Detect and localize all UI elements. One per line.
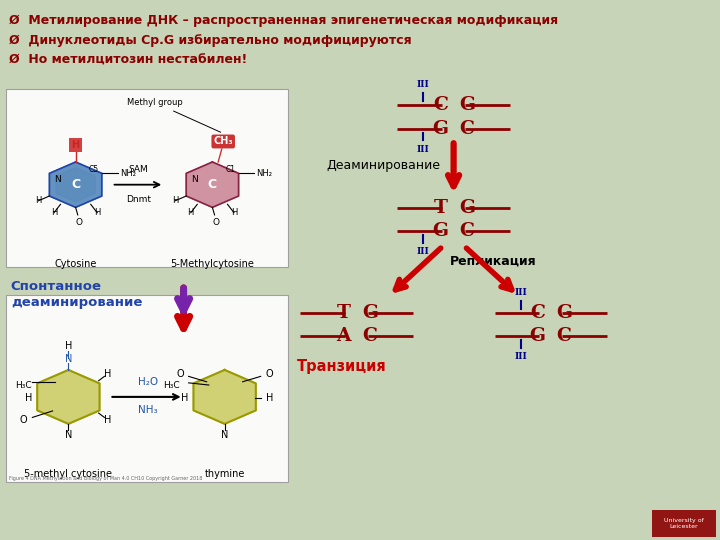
Text: H: H (172, 197, 178, 205)
Text: NH₂: NH₂ (120, 169, 136, 178)
Polygon shape (37, 370, 99, 424)
Text: T: T (337, 304, 351, 322)
Text: SAM: SAM (128, 165, 148, 174)
Text: NH₂: NH₂ (256, 169, 273, 178)
Text: C: C (459, 222, 474, 240)
Text: C: C (208, 178, 217, 191)
Text: Dnmt: Dnmt (126, 195, 150, 205)
Text: Ø  Но метилцитозин нестабилен!: Ø Но метилцитозин нестабилен! (9, 54, 247, 67)
Text: University of
Leicester: University of Leicester (664, 518, 704, 529)
Text: CH₃: CH₃ (213, 137, 233, 146)
Text: G: G (557, 304, 572, 322)
Text: O: O (212, 218, 220, 227)
Text: H: H (188, 208, 194, 217)
Text: H: H (266, 393, 273, 403)
Text: N: N (221, 430, 228, 440)
Text: G: G (529, 327, 545, 345)
Polygon shape (50, 162, 102, 207)
Text: III: III (417, 247, 430, 256)
Text: NH₃: NH₃ (138, 406, 158, 415)
Polygon shape (194, 370, 256, 424)
Text: H: H (65, 341, 72, 350)
Text: O: O (266, 369, 273, 379)
Text: Ø  Метилирование ДНК – распространенная эпигенетическая модификация: Ø Метилирование ДНК – распространенная э… (9, 14, 558, 27)
Text: III: III (417, 145, 430, 154)
Text: H: H (181, 393, 189, 403)
Text: C5: C5 (89, 165, 99, 174)
Text: O: O (176, 369, 184, 379)
Text: H: H (51, 208, 57, 217)
Text: III: III (514, 352, 527, 361)
FancyBboxPatch shape (652, 510, 716, 537)
Text: C1: C1 (225, 165, 235, 174)
Text: H: H (35, 197, 41, 205)
Text: H₃C: H₃C (15, 381, 32, 389)
Text: Ø  Динуклеотиды Cp.G избирательно модифицируются: Ø Динуклеотиды Cp.G избирательно модифиц… (9, 34, 411, 47)
FancyBboxPatch shape (6, 295, 288, 482)
Text: Деаминирование: Деаминирование (327, 159, 441, 172)
Text: G: G (459, 96, 475, 114)
Text: G: G (362, 304, 378, 322)
Text: G: G (459, 199, 475, 217)
Text: C: C (459, 119, 474, 138)
Text: O: O (76, 218, 83, 227)
Text: thymine: thymine (204, 469, 245, 479)
Text: H: H (71, 140, 80, 150)
Text: Транзиция: Транзиция (297, 359, 387, 374)
Text: H₂O: H₂O (138, 377, 158, 387)
Text: Figure 4 DNA Methylation and Biology of Man 4.0 CH10 Copyright Garner 2018: Figure 4 DNA Methylation and Biology of … (9, 476, 202, 481)
Text: H: H (104, 415, 112, 424)
Text: C: C (362, 327, 377, 345)
Text: H: H (231, 208, 237, 217)
Polygon shape (56, 167, 95, 201)
Text: G: G (432, 222, 448, 240)
Text: O: O (20, 415, 27, 424)
Text: N: N (191, 175, 198, 184)
FancyBboxPatch shape (6, 89, 288, 267)
Text: N: N (54, 175, 61, 184)
Text: H: H (94, 208, 100, 217)
Text: Репликация: Репликация (450, 255, 536, 268)
Text: III: III (417, 80, 430, 89)
Text: H: H (104, 369, 112, 379)
Polygon shape (186, 162, 238, 207)
Text: C: C (530, 304, 545, 322)
Text: 5-Methylcytosine: 5-Methylcytosine (171, 259, 254, 268)
Text: G: G (432, 119, 448, 138)
Text: H: H (25, 393, 32, 403)
Text: H₃C: H₃C (163, 381, 180, 389)
Text: C: C (433, 96, 448, 114)
Text: A: A (336, 327, 351, 345)
Text: 5-methyl cytosine: 5-methyl cytosine (24, 469, 112, 479)
Text: Спонтанное
деаминирование: Спонтанное деаминирование (11, 280, 142, 309)
Text: C: C (557, 327, 572, 345)
Text: Methyl group: Methyl group (127, 98, 220, 132)
Text: N: N (65, 354, 72, 364)
Text: Cytosine: Cytosine (55, 259, 96, 268)
Text: T: T (434, 199, 448, 217)
Text: N: N (65, 430, 72, 440)
Text: C: C (71, 178, 80, 191)
Text: III: III (514, 288, 527, 297)
